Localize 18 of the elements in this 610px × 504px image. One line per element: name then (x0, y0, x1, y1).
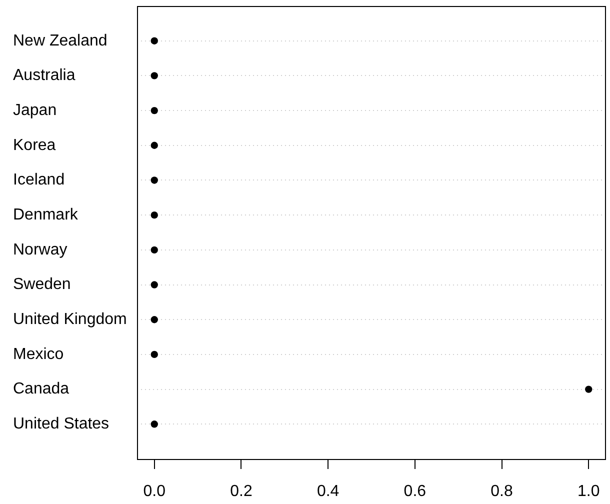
y-tick-label: Korea (13, 136, 56, 154)
y-tick-label: New Zealand (13, 32, 108, 50)
y-tick-label: Norway (13, 241, 68, 258)
x-tick-label: 0.0 (143, 483, 166, 500)
y-tick-label: Iceland (13, 172, 65, 189)
x-tick-label: 1.0 (578, 483, 600, 500)
y-tick-label: Australia (13, 67, 76, 84)
x-tick-label: 0.2 (230, 483, 252, 500)
x-tick-label: 0.4 (316, 483, 340, 500)
x-tick-label: 0.6 (404, 483, 426, 500)
y-tick-label: Mexico (13, 346, 64, 363)
y-tick-label: Canada (13, 380, 70, 398)
y-tick-label: Denmark (13, 206, 79, 224)
y-tick-label: Sweden (13, 276, 71, 294)
y-tick-label: United Kingdom (13, 311, 127, 328)
y-tick-label: Japan (13, 102, 57, 119)
x-tick-label: 0.8 (490, 483, 513, 500)
y-tick-label: United States (13, 416, 110, 433)
